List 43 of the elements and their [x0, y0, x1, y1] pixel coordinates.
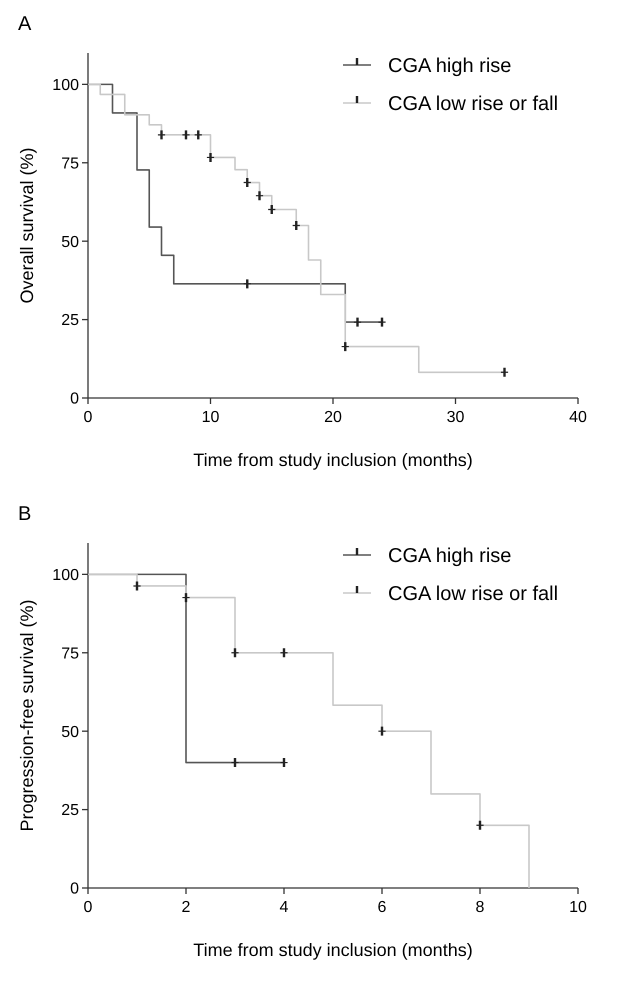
- point: [256, 191, 264, 200]
- y-tick-label: 50: [61, 234, 80, 251]
- point: [231, 648, 239, 658]
- x-tick-label: 8: [476, 899, 485, 916]
- chart-title: B: [18, 503, 32, 525]
- chart-title: A: [18, 13, 32, 35]
- x-tick-label: 2: [182, 899, 191, 916]
- y-tick-label: 100: [52, 566, 80, 584]
- x-axis-title: Time from study inclusion (months): [193, 940, 473, 960]
- point: [342, 342, 349, 352]
- legend-label: CGA high rise: [388, 545, 512, 567]
- x-tick-label: 0: [84, 899, 93, 916]
- x-tick-label: 0: [84, 409, 93, 426]
- x-tick-label: 40: [569, 409, 587, 426]
- point: [476, 820, 484, 830]
- x-tick-label: 20: [324, 409, 342, 426]
- x-tick-label: 30: [446, 409, 464, 426]
- point: [244, 279, 251, 288]
- point: [292, 221, 300, 230]
- legend-label: CGA low rise or fall: [388, 93, 558, 115]
- y-tick-label: 75: [61, 645, 80, 662]
- y-axis-title: Progression-free survival (%): [17, 599, 37, 832]
- y-tick-label: 100: [52, 76, 80, 94]
- x-tick-label: 4: [280, 899, 289, 916]
- legend-label: CGA low rise or fall: [388, 583, 558, 605]
- point: [378, 726, 386, 736]
- x-tick-label: 10: [569, 899, 587, 916]
- y-tick-label: 25: [61, 802, 80, 820]
- x-tick-label: 10: [202, 409, 220, 426]
- y-tick-label: 25: [61, 312, 80, 330]
- y-axis-title: Overall survival (%): [17, 147, 37, 304]
- y-tick-label: 50: [61, 724, 80, 741]
- legend-label: CGA high rise: [388, 55, 512, 77]
- y-tick-label: 0: [70, 880, 80, 898]
- y-tick-label: 75: [61, 155, 80, 172]
- x-axis-title: Time from study inclusion (months): [193, 450, 473, 470]
- point: [268, 205, 276, 214]
- point: [194, 130, 202, 140]
- y-tick-label: 0: [70, 390, 80, 408]
- point: [280, 648, 288, 658]
- point: [244, 178, 251, 188]
- x-tick-label: 6: [378, 899, 387, 916]
- point: [500, 368, 508, 377]
